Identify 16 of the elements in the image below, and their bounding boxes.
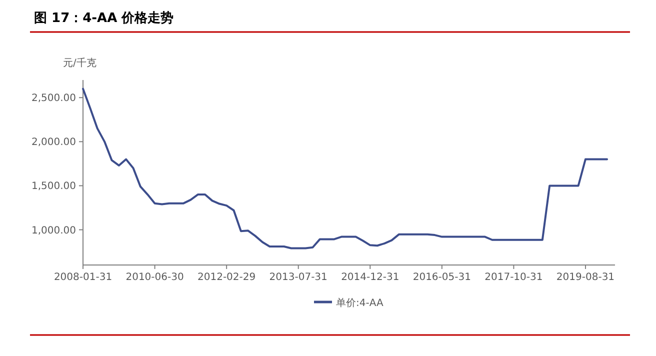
legend-label: 单价:4-AA [336,297,384,309]
x-tick-label: 2016-05-31 [412,272,471,283]
y-tick-label: 1,500.00 [31,181,76,192]
x-tick-label: 2019-08-31 [556,272,615,283]
x-tick-label: 2008-01-31 [54,272,112,283]
y-tick-label: 2,000.00 [31,137,76,148]
x-tick-label: 2013-07-31 [269,272,328,283]
x-tick-label: 2017-10-31 [484,272,543,283]
y-axis-title: 元/千克 [63,57,96,69]
y-tick-label: 1,000.00 [31,225,76,236]
x-tick-label: 2014-12-31 [341,272,400,283]
chart-title: 图 17：4-AA 价格走势 [34,10,174,26]
y-tick-label: 2,500.00 [31,93,76,104]
line-series [82,88,608,250]
x-tick-label: 2012-02-29 [198,272,256,283]
x-tick-label: 2010-06-30 [126,272,184,283]
